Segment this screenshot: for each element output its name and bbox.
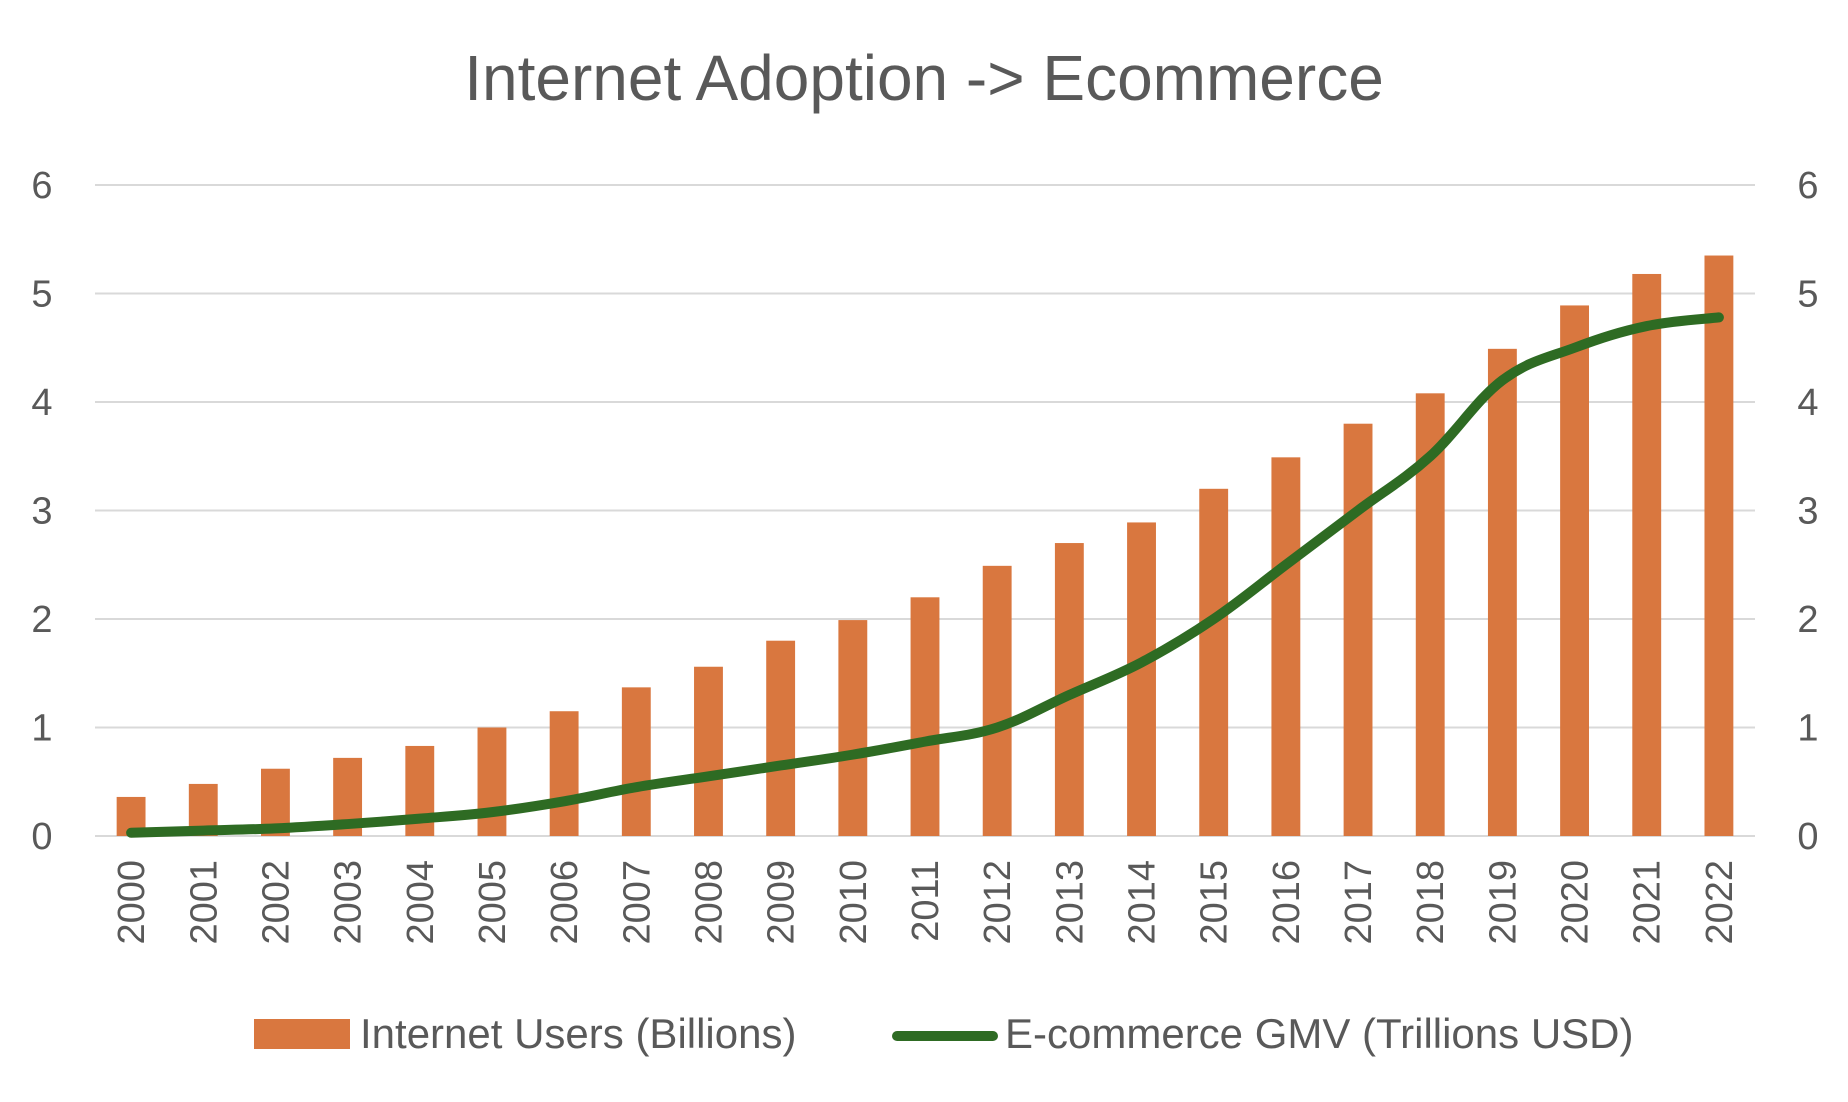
- bar-2021: [1632, 273, 1662, 837]
- chart-title: Internet Adoption -> Ecommerce: [464, 42, 1384, 114]
- bar-2015: [1199, 488, 1229, 836]
- right-axis-tick-label: 5: [1797, 274, 1818, 316]
- right-y-axis: 0 1 2 3 4 5 6: [1797, 165, 1818, 858]
- x-axis-tick-label: 2019: [1482, 860, 1524, 945]
- left-axis-tick-label: 2: [31, 599, 52, 641]
- left-axis-tick-label: 1: [31, 708, 52, 750]
- gmv-line: [126, 312, 1724, 838]
- x-axis-tick-label: 2022: [1699, 860, 1741, 945]
- left-axis-tick-label: 6: [31, 165, 52, 207]
- bar-2022: [1704, 255, 1734, 836]
- legend-label-line: E-commerce GMV (Trillions USD): [1005, 1010, 1633, 1057]
- x-axis-tick-label: 2002: [255, 860, 297, 945]
- legend-swatch-bar: [254, 1019, 350, 1049]
- x-axis-tick-label: 2007: [616, 860, 658, 945]
- bar-2009: [766, 640, 796, 836]
- bar-2019: [1487, 348, 1517, 836]
- right-axis-tick-label: 2: [1797, 599, 1818, 641]
- left-axis-tick-label: 0: [31, 816, 52, 858]
- x-axis-tick-label: 2003: [328, 860, 370, 945]
- x-axis-tick-label: 2021: [1627, 860, 1669, 945]
- left-y-axis: 0 1 2 3 4 5 6: [31, 165, 52, 858]
- x-axis-tick-label: 2008: [688, 860, 730, 945]
- line-series: [126, 312, 1724, 838]
- x-axis-tick-label: 2004: [400, 860, 442, 945]
- bar-2008: [694, 666, 723, 836]
- x-axis-tick-label: 2017: [1338, 860, 1380, 945]
- bar-2012: [982, 565, 1012, 836]
- right-axis-tick-label: 0: [1797, 816, 1818, 858]
- left-axis-tick-label: 4: [31, 382, 52, 424]
- x-axis-tick-label: 2012: [977, 860, 1019, 945]
- right-axis-tick-label: 1: [1797, 708, 1818, 750]
- x-axis-tick-label: 2016: [1266, 860, 1308, 945]
- bar-2011: [910, 597, 940, 836]
- bar-2007: [621, 687, 651, 836]
- x-axis-tick-label: 2006: [544, 860, 586, 945]
- bar-series: [116, 255, 1734, 837]
- right-axis-tick-label: 3: [1797, 491, 1818, 533]
- right-axis-tick-label: 4: [1797, 382, 1818, 424]
- bar-2017: [1343, 423, 1373, 836]
- bar-2014: [1127, 522, 1156, 836]
- bar-2020: [1560, 305, 1589, 836]
- bar-2006: [549, 711, 579, 836]
- x-axis-tick-label: 2018: [1410, 860, 1452, 945]
- left-axis-tick-label: 3: [31, 491, 52, 533]
- x-axis-tick-label: 2020: [1555, 860, 1597, 945]
- bar-2010: [838, 620, 868, 836]
- x-axis: 2000 2001 2002 2003 2004 2005 2006 2007 2008 2009…: [111, 860, 1741, 945]
- left-axis-tick-label: 5: [31, 274, 52, 316]
- x-axis-tick-label: 2000: [111, 860, 153, 945]
- right-axis-tick-label: 6: [1797, 165, 1818, 207]
- x-axis-tick-label: 2009: [761, 860, 803, 945]
- x-axis-tick-label: 2005: [472, 860, 514, 945]
- x-axis-tick-label: 2011: [905, 860, 947, 942]
- x-axis-tick-label: 2014: [1122, 860, 1164, 945]
- bar-2005: [477, 727, 507, 836]
- legend: Internet Users (Billions) E-commerce GMV…: [254, 1010, 1633, 1057]
- x-axis-tick-label: 2015: [1194, 860, 1236, 945]
- x-axis-tick-label: 2013: [1049, 860, 1091, 945]
- x-axis-tick-label: 2001: [183, 860, 225, 945]
- legend-label-bar: Internet Users (Billions): [360, 1010, 796, 1057]
- bar-2016: [1271, 457, 1301, 836]
- x-axis-tick-label: 2010: [833, 860, 875, 945]
